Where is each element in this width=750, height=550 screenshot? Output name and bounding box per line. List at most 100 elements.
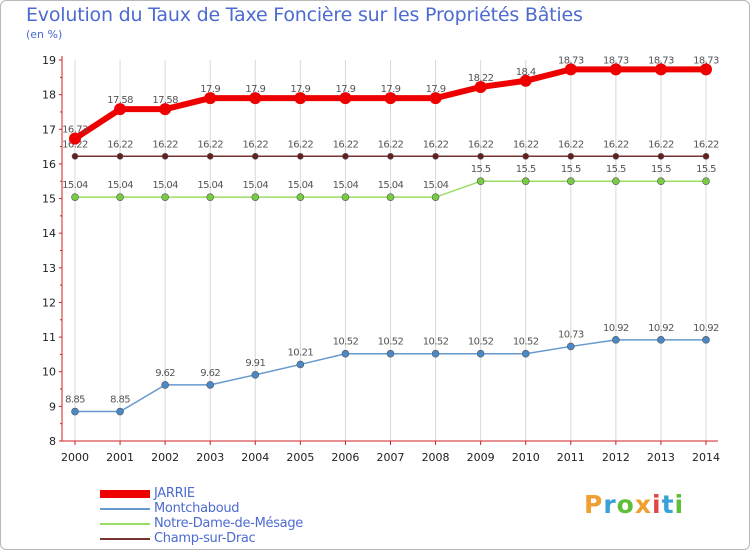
data-label: 15.5 bbox=[516, 164, 536, 175]
x-tick-label: 2008 bbox=[422, 451, 450, 464]
data-label: 16.22 bbox=[513, 139, 539, 150]
data-label: 16.22 bbox=[62, 139, 88, 150]
x-tick-label: 2003 bbox=[196, 451, 224, 464]
data-label: 18.73 bbox=[693, 55, 719, 66]
data-point bbox=[387, 152, 394, 160]
data-label: 10.52 bbox=[378, 337, 404, 348]
data-point bbox=[609, 63, 622, 76]
data-label: 16.22 bbox=[197, 139, 223, 150]
legend-label: Champ-sur-Drac bbox=[154, 531, 256, 546]
legend-item: Notre-Dame-de-Mésage bbox=[100, 516, 303, 531]
data-point bbox=[71, 152, 79, 160]
legend: JARRIE Montchaboud Notre-Dame-de-Mésage Cha… bbox=[100, 486, 303, 546]
data-point bbox=[341, 193, 350, 201]
x-tick-label: 2000 bbox=[61, 451, 89, 464]
data-label: 17.9 bbox=[245, 84, 265, 95]
data-point bbox=[159, 103, 172, 116]
data-label: 16.22 bbox=[242, 139, 268, 150]
data-label: 17.9 bbox=[335, 84, 355, 95]
y-tick-label: 12 bbox=[42, 296, 56, 309]
data-point bbox=[519, 74, 532, 87]
data-point bbox=[116, 407, 124, 416]
data-point bbox=[522, 152, 530, 160]
data-label: 17.9 bbox=[381, 84, 401, 95]
data-label: 16.22 bbox=[603, 139, 629, 150]
data-label: 18.22 bbox=[468, 73, 494, 84]
logo-letter: i bbox=[652, 490, 662, 519]
data-label: 15.04 bbox=[107, 180, 133, 191]
data-point bbox=[206, 152, 214, 160]
legend-label: Notre-Dame-de-Mésage bbox=[154, 516, 303, 531]
data-point bbox=[386, 193, 395, 201]
data-point bbox=[564, 63, 577, 76]
y-tick-label: 9 bbox=[49, 400, 56, 413]
data-label: 18.73 bbox=[648, 55, 674, 66]
data-label: 17.9 bbox=[290, 84, 310, 95]
data-label: 9.62 bbox=[200, 368, 220, 379]
logo-letter: r bbox=[603, 490, 617, 519]
legend-swatch bbox=[100, 507, 150, 510]
x-tick-label: 2009 bbox=[467, 451, 495, 464]
data-label: 10.92 bbox=[648, 323, 674, 334]
x-tick-label: 2002 bbox=[151, 451, 179, 464]
data-label: 15.5 bbox=[606, 164, 626, 175]
data-point bbox=[339, 92, 352, 105]
data-point bbox=[294, 92, 307, 105]
data-point bbox=[386, 349, 395, 358]
data-point bbox=[297, 152, 304, 160]
data-label: 15.5 bbox=[651, 164, 671, 175]
data-point bbox=[432, 152, 439, 160]
data-label: 18.73 bbox=[603, 55, 629, 66]
data-label: 15.5 bbox=[561, 164, 581, 175]
data-label: 10.52 bbox=[468, 337, 494, 348]
x-tick-label: 2006 bbox=[331, 451, 359, 464]
data-label: 18.73 bbox=[558, 55, 584, 66]
data-label: 16.22 bbox=[107, 139, 133, 150]
data-label: 10.52 bbox=[333, 337, 359, 348]
data-point bbox=[702, 177, 710, 186]
legend-item: Champ-sur-Drac bbox=[100, 531, 303, 546]
data-point bbox=[161, 152, 169, 160]
data-point bbox=[251, 152, 259, 160]
data-point bbox=[702, 336, 710, 344]
data-point bbox=[612, 152, 620, 160]
x-tick-label: 2004 bbox=[241, 451, 269, 464]
data-label: 10.52 bbox=[513, 337, 539, 348]
data-point bbox=[296, 360, 305, 369]
data-label: 16.22 bbox=[333, 139, 359, 150]
data-label: 16.22 bbox=[378, 139, 404, 150]
legend-swatch bbox=[100, 537, 150, 540]
data-point bbox=[431, 193, 440, 201]
data-point bbox=[114, 103, 127, 116]
data-point bbox=[612, 336, 620, 344]
data-label: 8.85 bbox=[65, 395, 85, 406]
data-label: 17.9 bbox=[200, 84, 220, 95]
y-tick-label: 19 bbox=[42, 54, 56, 67]
data-point bbox=[69, 132, 81, 145]
data-label: 16.22 bbox=[693, 139, 719, 150]
y-unit-label: (en %) bbox=[26, 28, 63, 41]
logo-letter: i bbox=[674, 490, 685, 519]
data-point bbox=[521, 349, 530, 358]
y-tick-label: 10 bbox=[42, 366, 56, 379]
data-label: 10.21 bbox=[288, 347, 314, 358]
x-tick-label: 2011 bbox=[557, 451, 585, 464]
data-label: 16.22 bbox=[648, 139, 674, 150]
y-tick-label: 8 bbox=[49, 435, 56, 448]
x-tick-label: 2007 bbox=[377, 451, 405, 464]
data-point bbox=[476, 349, 485, 358]
data-point bbox=[251, 371, 260, 379]
data-label: 10.52 bbox=[423, 337, 449, 348]
y-tick-label: 16 bbox=[42, 158, 56, 171]
data-point bbox=[521, 177, 530, 186]
x-tick-label: 2014 bbox=[692, 451, 720, 464]
data-point bbox=[341, 349, 350, 358]
data-point bbox=[654, 63, 667, 76]
data-label: 15.5 bbox=[471, 164, 491, 175]
data-label: 9.91 bbox=[245, 358, 265, 369]
chart-title: Evolution du Taux de Taxe Foncière sur l… bbox=[26, 4, 583, 26]
data-point bbox=[161, 193, 169, 201]
data-point bbox=[161, 381, 169, 389]
